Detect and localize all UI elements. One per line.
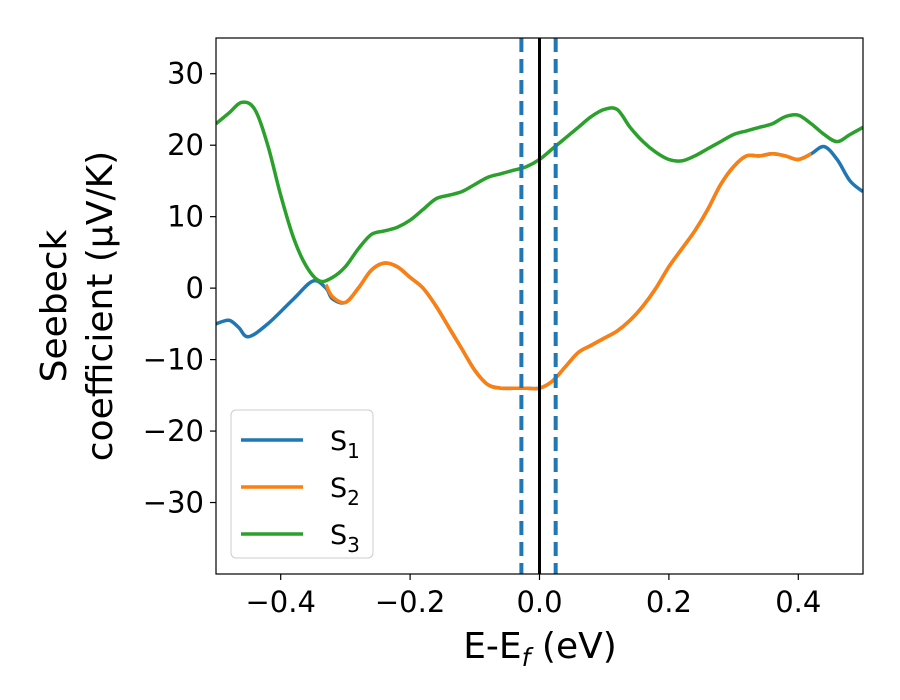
x-tick-label: 0.4 [775, 585, 821, 619]
legend-label-s3: S3 [330, 520, 360, 557]
y-axis-title-line1: Seebeck [34, 229, 75, 382]
legend-label-sub: 2 [347, 486, 360, 510]
series-line-s2 [324, 152, 813, 391]
x-axis-title-main: E-E [463, 626, 521, 667]
y-tick-label: −10 [143, 343, 204, 377]
y-tick-label: −20 [143, 414, 204, 448]
legend-label-main: S [330, 473, 347, 504]
legend-label-sub: 1 [347, 439, 360, 463]
legend-label-s1: S1 [330, 426, 360, 463]
y-axis-title-line2: coefficient (μV/K) [80, 151, 121, 461]
y-tick-label: 10 [167, 200, 204, 234]
legend-label-main: S [330, 426, 347, 457]
x-tick-label: 0.2 [646, 585, 692, 619]
y-tick-label: 0 [186, 271, 204, 305]
x-tick-label: 0.0 [516, 585, 562, 619]
y-tick-label: −30 [143, 486, 204, 520]
x-tick-label: −0.4 [245, 585, 315, 619]
reference-lines [519, 38, 558, 574]
x-axis-title-rest: (eV) [530, 626, 616, 667]
legend-label-s2: S2 [330, 473, 360, 510]
y-axis: −30 −20 −10 0 10 20 30 [143, 57, 216, 520]
legend-label-sub: 3 [347, 533, 360, 557]
x-tick-label: −0.2 [375, 585, 445, 619]
x-axis-title: E-Ef (eV) [463, 626, 617, 672]
y-axis-title: Seebeck coefficient (μV/K) [34, 151, 121, 461]
legend-label-main: S [330, 520, 347, 551]
y-tick-label: 30 [167, 57, 204, 91]
x-axis: −0.4 −0.2 0.0 0.2 0.4 [245, 574, 821, 619]
y-tick-label: 20 [167, 128, 204, 162]
legend-box [230, 409, 374, 559]
